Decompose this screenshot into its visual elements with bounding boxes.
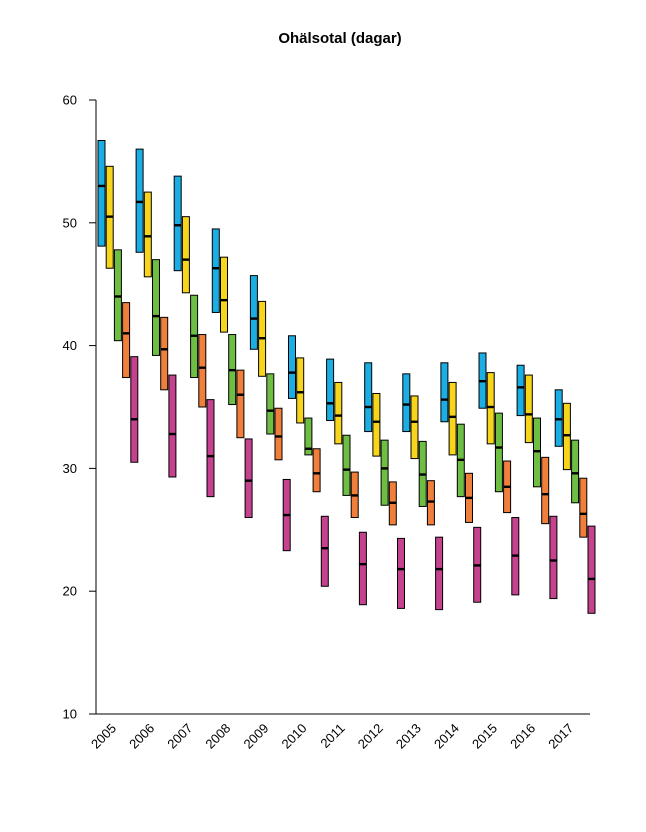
range-bar xyxy=(236,369,245,439)
range-bar xyxy=(587,525,596,614)
x-tick-label: 2007 xyxy=(164,721,195,752)
range-bar xyxy=(304,417,313,456)
range-bar xyxy=(160,316,169,391)
range-bar xyxy=(168,374,177,478)
range-bar xyxy=(402,373,411,433)
range-bar xyxy=(206,399,215,498)
range-bar xyxy=(562,402,571,471)
range-bar xyxy=(524,374,533,444)
y-tick-label: 20 xyxy=(63,584,77,599)
range-bar xyxy=(494,412,503,493)
range-bar xyxy=(312,448,321,493)
axes: 10 20 30 40 50 60 xyxy=(63,93,590,722)
range-bar xyxy=(486,372,495,445)
y-tick-label: 40 xyxy=(63,338,77,353)
x-tick-label: 2017 xyxy=(545,721,576,752)
range-bar xyxy=(181,216,190,294)
range-bar xyxy=(380,439,389,506)
range-bar xyxy=(397,537,405,609)
range-bar xyxy=(249,275,258,350)
range-bar xyxy=(288,335,296,399)
range-bar xyxy=(130,356,139,463)
x-tick-label: 2014 xyxy=(431,721,462,752)
range-bar xyxy=(364,362,373,433)
y-tick-label: 60 xyxy=(63,93,77,108)
plot-area xyxy=(97,140,596,614)
range-bar xyxy=(211,228,220,313)
y-tick-label: 10 xyxy=(63,707,77,722)
range-bar xyxy=(541,456,550,525)
range-bar xyxy=(342,434,351,496)
x-tick-label: 2016 xyxy=(507,721,538,752)
range-bar xyxy=(326,358,335,422)
range-bar xyxy=(358,531,367,606)
range-bar xyxy=(135,148,144,253)
range-bar xyxy=(334,381,343,445)
range-bar xyxy=(198,334,207,408)
y-tick-label: 50 xyxy=(63,215,77,230)
range-bar xyxy=(320,515,329,587)
range-bar xyxy=(173,175,182,272)
chart-title: Ohälsotal (dagar) xyxy=(278,30,401,47)
range-bar xyxy=(152,259,160,356)
range-bar xyxy=(533,417,541,488)
x-tick-label: 2006 xyxy=(126,721,157,752)
range-bar xyxy=(113,249,122,342)
range-bar xyxy=(435,536,444,611)
range-bar xyxy=(220,256,228,333)
x-tick-label: 2013 xyxy=(393,721,424,752)
range-bar xyxy=(372,392,381,457)
range-bar xyxy=(440,362,449,423)
range-bar xyxy=(122,302,131,379)
x-tick-label: 2005 xyxy=(88,721,119,752)
range-bar xyxy=(571,439,580,504)
y-tick-label: 30 xyxy=(63,461,77,476)
range-bar xyxy=(296,357,305,424)
range-bar xyxy=(244,438,253,519)
range-bar xyxy=(549,515,558,600)
range-bar xyxy=(516,364,525,417)
range-bar xyxy=(266,373,275,435)
range-bar xyxy=(97,140,106,247)
range-bar xyxy=(274,407,283,461)
x-axis-labels: 2005 2006 2007 2008 2009 2010 2011 2012 2013 2014… xyxy=(88,721,576,752)
range-bar xyxy=(143,191,152,278)
x-tick-label: 2015 xyxy=(469,721,500,752)
x-tick-label: 2011 xyxy=(317,721,347,751)
range-bar xyxy=(426,480,435,526)
x-tick-label: 2008 xyxy=(202,721,233,752)
x-tick-label: 2009 xyxy=(240,721,271,752)
range-bar xyxy=(579,477,588,538)
range-bar xyxy=(448,381,457,456)
range-bar xyxy=(410,395,419,460)
x-tick-label: 2012 xyxy=(355,721,386,752)
x-tick-label: 2010 xyxy=(279,721,310,752)
range-bar xyxy=(554,389,563,447)
